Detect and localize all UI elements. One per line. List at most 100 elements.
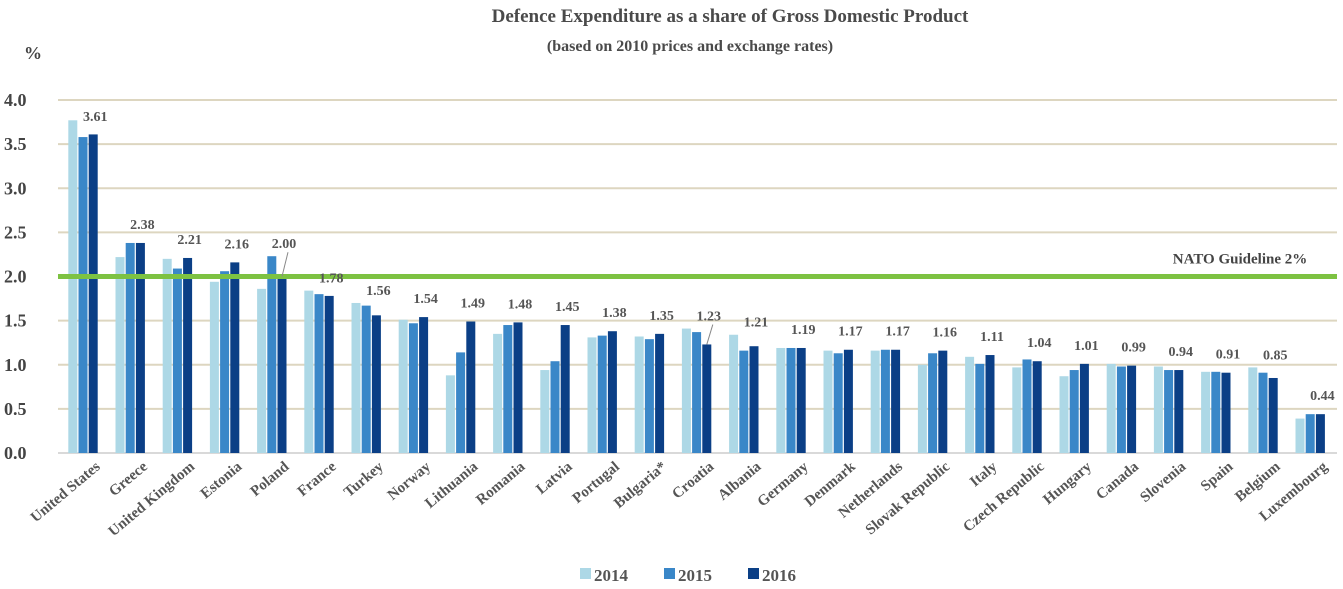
bar-2015 — [644, 339, 654, 453]
bar-2015 — [1022, 359, 1032, 453]
bar-2016 — [1079, 363, 1089, 453]
bar-2014 — [540, 370, 550, 453]
bar-2016 — [183, 257, 193, 453]
bar-2014 — [304, 290, 314, 453]
data-label: 1.45 — [555, 300, 580, 315]
category-label: Lithuania — [422, 458, 481, 511]
y-axis-ticks: 0.0 0.5 1.0 1.5 2.0 2.5 3.0 3.5 4.0 — [4, 90, 27, 463]
bar-2016 — [88, 134, 98, 454]
bar-2016 — [749, 346, 759, 453]
bar-2014 — [1201, 371, 1211, 453]
bar-2016 — [135, 242, 145, 453]
bar-2015 — [1164, 370, 1174, 453]
bar-2015 — [220, 271, 230, 453]
bar-2016 — [702, 344, 712, 453]
legend-label: 2015 — [678, 566, 712, 585]
y-tick-label: 1.0 — [4, 355, 27, 375]
data-label: 2.38 — [130, 218, 155, 233]
bar-2014 — [965, 356, 975, 453]
bar-2014 — [493, 333, 503, 453]
bar-2014 — [1295, 418, 1305, 453]
bar-2015 — [597, 335, 607, 453]
bar-2015 — [314, 294, 324, 453]
category-label: Turkey — [341, 458, 387, 500]
bar-2016 — [1032, 361, 1042, 453]
category-label: Estonia — [198, 458, 246, 502]
legend-item-2015: 2015 — [664, 566, 712, 585]
bar-2015 — [975, 363, 985, 453]
bar-2016 — [277, 276, 287, 453]
data-label: 1.11 — [980, 330, 1004, 345]
bar-2016 — [419, 317, 429, 453]
bar-2014 — [162, 258, 172, 453]
data-label: 1.16 — [933, 326, 958, 341]
bar-2014 — [445, 375, 455, 453]
bar-2014 — [681, 328, 691, 453]
legend-item-2016: 2016 — [748, 566, 796, 585]
bar-2015 — [267, 256, 277, 453]
data-label: 1.04 — [1027, 336, 1052, 351]
data-label: 1.21 — [744, 316, 769, 331]
bar-2014 — [1059, 376, 1069, 453]
bar-2016 — [655, 333, 665, 453]
y-tick-label: 1.5 — [4, 311, 27, 331]
y-tick-label: 0.0 — [4, 443, 27, 463]
bar-2016 — [1174, 370, 1184, 453]
bar-2015 — [125, 242, 135, 453]
bar-2016 — [1221, 372, 1231, 453]
bar-2014 — [68, 120, 78, 454]
leader-line — [706, 324, 714, 345]
category-label: Slovenia — [1137, 458, 1189, 505]
legend: 2014 2015 2016 — [580, 566, 796, 585]
category-label: United Kingdom — [106, 458, 199, 539]
bar-2015 — [78, 137, 88, 453]
category-label: Bulgaria* — [611, 459, 670, 512]
category-label: Germany — [755, 458, 812, 510]
category-label: Slovak Republic — [863, 459, 954, 539]
bar-2016 — [985, 355, 995, 453]
bar-2014 — [917, 364, 927, 453]
data-label: 1.17 — [838, 325, 863, 340]
bar-2014 — [1012, 367, 1022, 453]
category-label: Canada — [1093, 458, 1142, 503]
data-label: 1.48 — [508, 297, 533, 312]
data-label: 0.85 — [1263, 348, 1288, 363]
bar-2015 — [833, 353, 843, 453]
bar-2014 — [587, 337, 597, 453]
y-tick-label: 0.5 — [4, 399, 27, 419]
y-tick-label: 2.0 — [4, 267, 27, 287]
data-label: 3.61 — [83, 110, 108, 125]
y-axis-label: % — [24, 43, 42, 63]
bar-2014 — [776, 347, 786, 453]
y-tick-label: 4.0 — [4, 90, 27, 110]
bar-2015 — [1211, 371, 1221, 453]
bar-2016 — [324, 295, 334, 453]
bar-2016 — [1127, 365, 1137, 453]
bars — [68, 120, 1325, 454]
bar-2014 — [1248, 367, 1258, 453]
data-label: 2.16 — [225, 237, 250, 252]
bar-2014 — [1153, 366, 1163, 453]
bar-2014 — [870, 350, 880, 453]
bar-2014 — [823, 350, 833, 453]
data-label: 1.49 — [461, 297, 486, 312]
bar-2016 — [607, 331, 617, 453]
data-label: 1.17 — [885, 325, 910, 340]
category-label: Czech Republic — [960, 459, 1047, 536]
bar-2016 — [938, 350, 948, 453]
bar-2016 — [843, 349, 853, 453]
y-tick-label: 3.0 — [4, 178, 27, 198]
data-label: 1.38 — [602, 306, 627, 321]
data-label: 1.56 — [366, 284, 391, 299]
bar-2015 — [172, 268, 182, 453]
bar-2015 — [361, 305, 371, 453]
legend-swatch — [580, 568, 591, 579]
bar-2014 — [351, 302, 361, 453]
bar-2015 — [739, 350, 749, 453]
bar-2015 — [1305, 414, 1315, 453]
category-label: Spain — [1198, 458, 1237, 494]
leader-line — [281, 252, 289, 277]
legend-label: 2016 — [762, 566, 796, 585]
